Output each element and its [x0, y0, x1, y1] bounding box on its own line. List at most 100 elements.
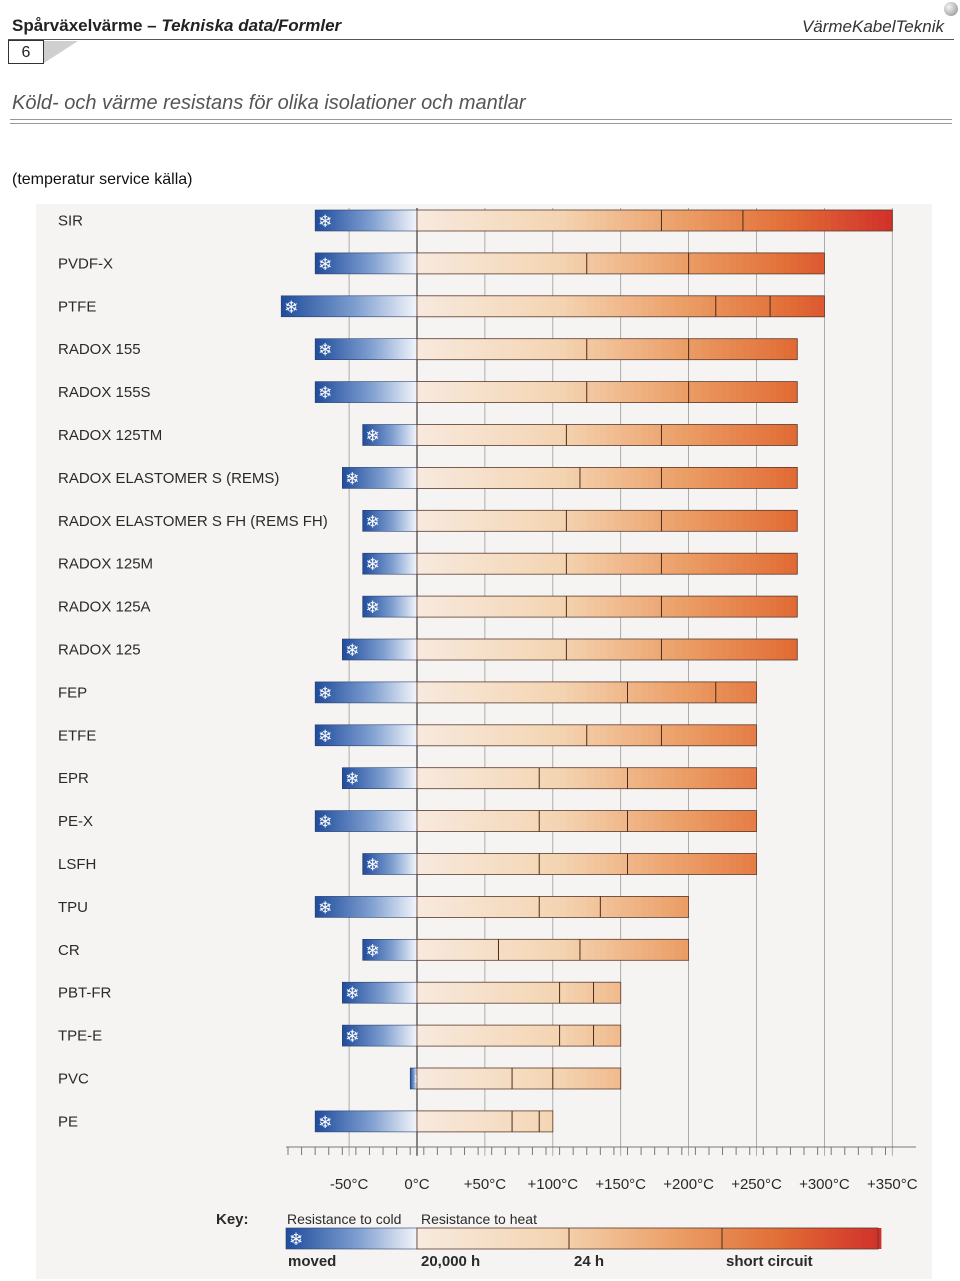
- heat-bar-segment: [708, 553, 717, 575]
- legend-heat-segment: [457, 1228, 462, 1249]
- snowflake-icon: ❄: [318, 898, 332, 918]
- legend-short-circuit: short circuit: [726, 1253, 813, 1270]
- legend-heat-segment: [613, 1228, 618, 1249]
- heat-bar-segment: [471, 896, 479, 918]
- heat-bar-segment: [559, 467, 567, 489]
- heat-bar-segment: [464, 1068, 472, 1089]
- legend-heat-segment: [437, 1228, 442, 1249]
- heat-bar-segment: [722, 424, 730, 446]
- heat-bar-segment: [763, 510, 771, 532]
- heat-bar-segment: [491, 853, 499, 875]
- heat-bar-segment: [444, 639, 452, 660]
- heat-bar-segment: [518, 252, 527, 274]
- heat-bar-segment: [552, 939, 560, 961]
- heat-bar-segment: [586, 596, 594, 618]
- heat-bar-segment: [546, 338, 554, 360]
- legend-heat-segment: [749, 1228, 754, 1249]
- heat-bar-segment: [736, 295, 744, 317]
- heat-bar-segment: [586, 467, 594, 489]
- heat-bar-segment: [532, 896, 540, 918]
- heat-bar-segment: [756, 596, 764, 618]
- heat-bar-segment: [518, 381, 527, 403]
- heat-bar-segment: [708, 639, 717, 660]
- heat-bar-segment: [430, 639, 438, 660]
- heat-bar-segment: [831, 210, 839, 231]
- heat-bar-segment: [559, 210, 567, 231]
- row-label: RADOX 125A: [58, 599, 151, 616]
- heat-resistance-bar: [416, 1110, 554, 1133]
- heat-bar-segment: [518, 210, 527, 231]
- heat-bar-segment: [600, 424, 608, 446]
- heat-bar-segment: [749, 553, 757, 575]
- heat-bar-segment: [681, 553, 689, 575]
- legend-heat-segment: [869, 1228, 874, 1249]
- heat-bar-segment: [512, 681, 520, 703]
- heat-bar-segment: [552, 767, 560, 789]
- heat-bar-segment: [607, 510, 615, 532]
- heat-bar-segment: [770, 553, 778, 575]
- heat-bar-segment: [634, 553, 642, 575]
- heat-bar-segment: [810, 295, 819, 317]
- heat-bar-segment: [498, 639, 506, 660]
- legend-heat-segment: [645, 1228, 650, 1249]
- legend-heat-segment: [785, 1228, 790, 1249]
- heat-bar-segment: [417, 596, 425, 618]
- heat-bar-segment: [532, 596, 540, 618]
- heat-bar-segment: [478, 853, 486, 875]
- heat-bar-segment: [457, 467, 465, 489]
- legend-heat-segment: [681, 1228, 686, 1249]
- heat-bar-segment: [498, 681, 506, 703]
- heat-bar-segment: [525, 767, 533, 789]
- heat-bar-segment: [742, 681, 751, 703]
- heat-bar-segment: [702, 681, 710, 703]
- heat-bar-segment: [450, 295, 459, 317]
- heat-bar-segment: [417, 982, 425, 1004]
- heat-bar-segment: [471, 1110, 479, 1132]
- heat-bar-segment: [484, 681, 493, 703]
- heat-bar-segment: [579, 639, 588, 660]
- heat-bar-segment: [797, 210, 805, 231]
- heat-bar-segment: [423, 510, 431, 532]
- heat-bar-segment: [423, 553, 431, 575]
- heat-bar-segment: [525, 724, 533, 746]
- heat-bar-segment: [444, 210, 452, 231]
- heat-bar-segment: [681, 767, 689, 789]
- heat-bar-segment: [525, 338, 533, 360]
- legend-cold-swatch: [285, 1227, 418, 1250]
- legend-heat-segment: [629, 1228, 634, 1249]
- heat-bar-segment: [763, 295, 771, 317]
- heat-bar-segment: [770, 639, 778, 660]
- heat-bar-segment: [532, 295, 540, 317]
- heat-bar-segment: [654, 596, 662, 618]
- heat-bar-segment: [539, 982, 547, 1004]
- heat-bar-segment: [457, 681, 465, 703]
- heat-bar-segment: [749, 338, 757, 360]
- heat-bar-segment: [484, 553, 493, 575]
- heat-bar-segment: [525, 1110, 533, 1132]
- heat-bar-segment: [512, 596, 520, 618]
- heat-bar-segment: [573, 681, 581, 703]
- heat-bar-segment: [613, 210, 622, 231]
- heat-bar-segment: [518, 810, 527, 832]
- heat-bar-segment: [783, 510, 791, 532]
- heat-bar-segment: [593, 252, 601, 274]
- heat-bar-segment: [573, 252, 581, 274]
- heat-bar-segment: [675, 939, 683, 961]
- temperature-resistance-chart: ❄ ❄ ❄ ❄ ❄ ❄ ❄ ❄ ❄ ❄ ❄ ❄ ❄ ❄ ❄ ❄ ❄ ❄ ❄ ❄ ❄ ❄ SIR PVDF-X PTFE RADO…: [36, 204, 932, 1279]
- heat-bar-segment: [518, 295, 527, 317]
- legend-heat-segment: [633, 1228, 638, 1249]
- heat-bar-segment: [444, 1025, 452, 1047]
- section-title: Köld- och värme resistans för olika isol…: [12, 92, 526, 114]
- heat-bar-segment: [566, 295, 574, 317]
- heat-bar-segment: [736, 724, 744, 746]
- heat-bar-segment: [525, 295, 533, 317]
- heat-bar-segment: [417, 724, 425, 746]
- heat-bar-segment: [749, 252, 757, 274]
- heat-bar-segment: [634, 295, 642, 317]
- heat-bar-segment: [627, 767, 635, 789]
- heat-bar-segment: [464, 338, 472, 360]
- heat-bar-segment: [546, 424, 554, 446]
- heat-bar-segment: [620, 338, 628, 360]
- heat-bar-segment: [491, 724, 499, 746]
- heat-bar-segment: [559, 553, 567, 575]
